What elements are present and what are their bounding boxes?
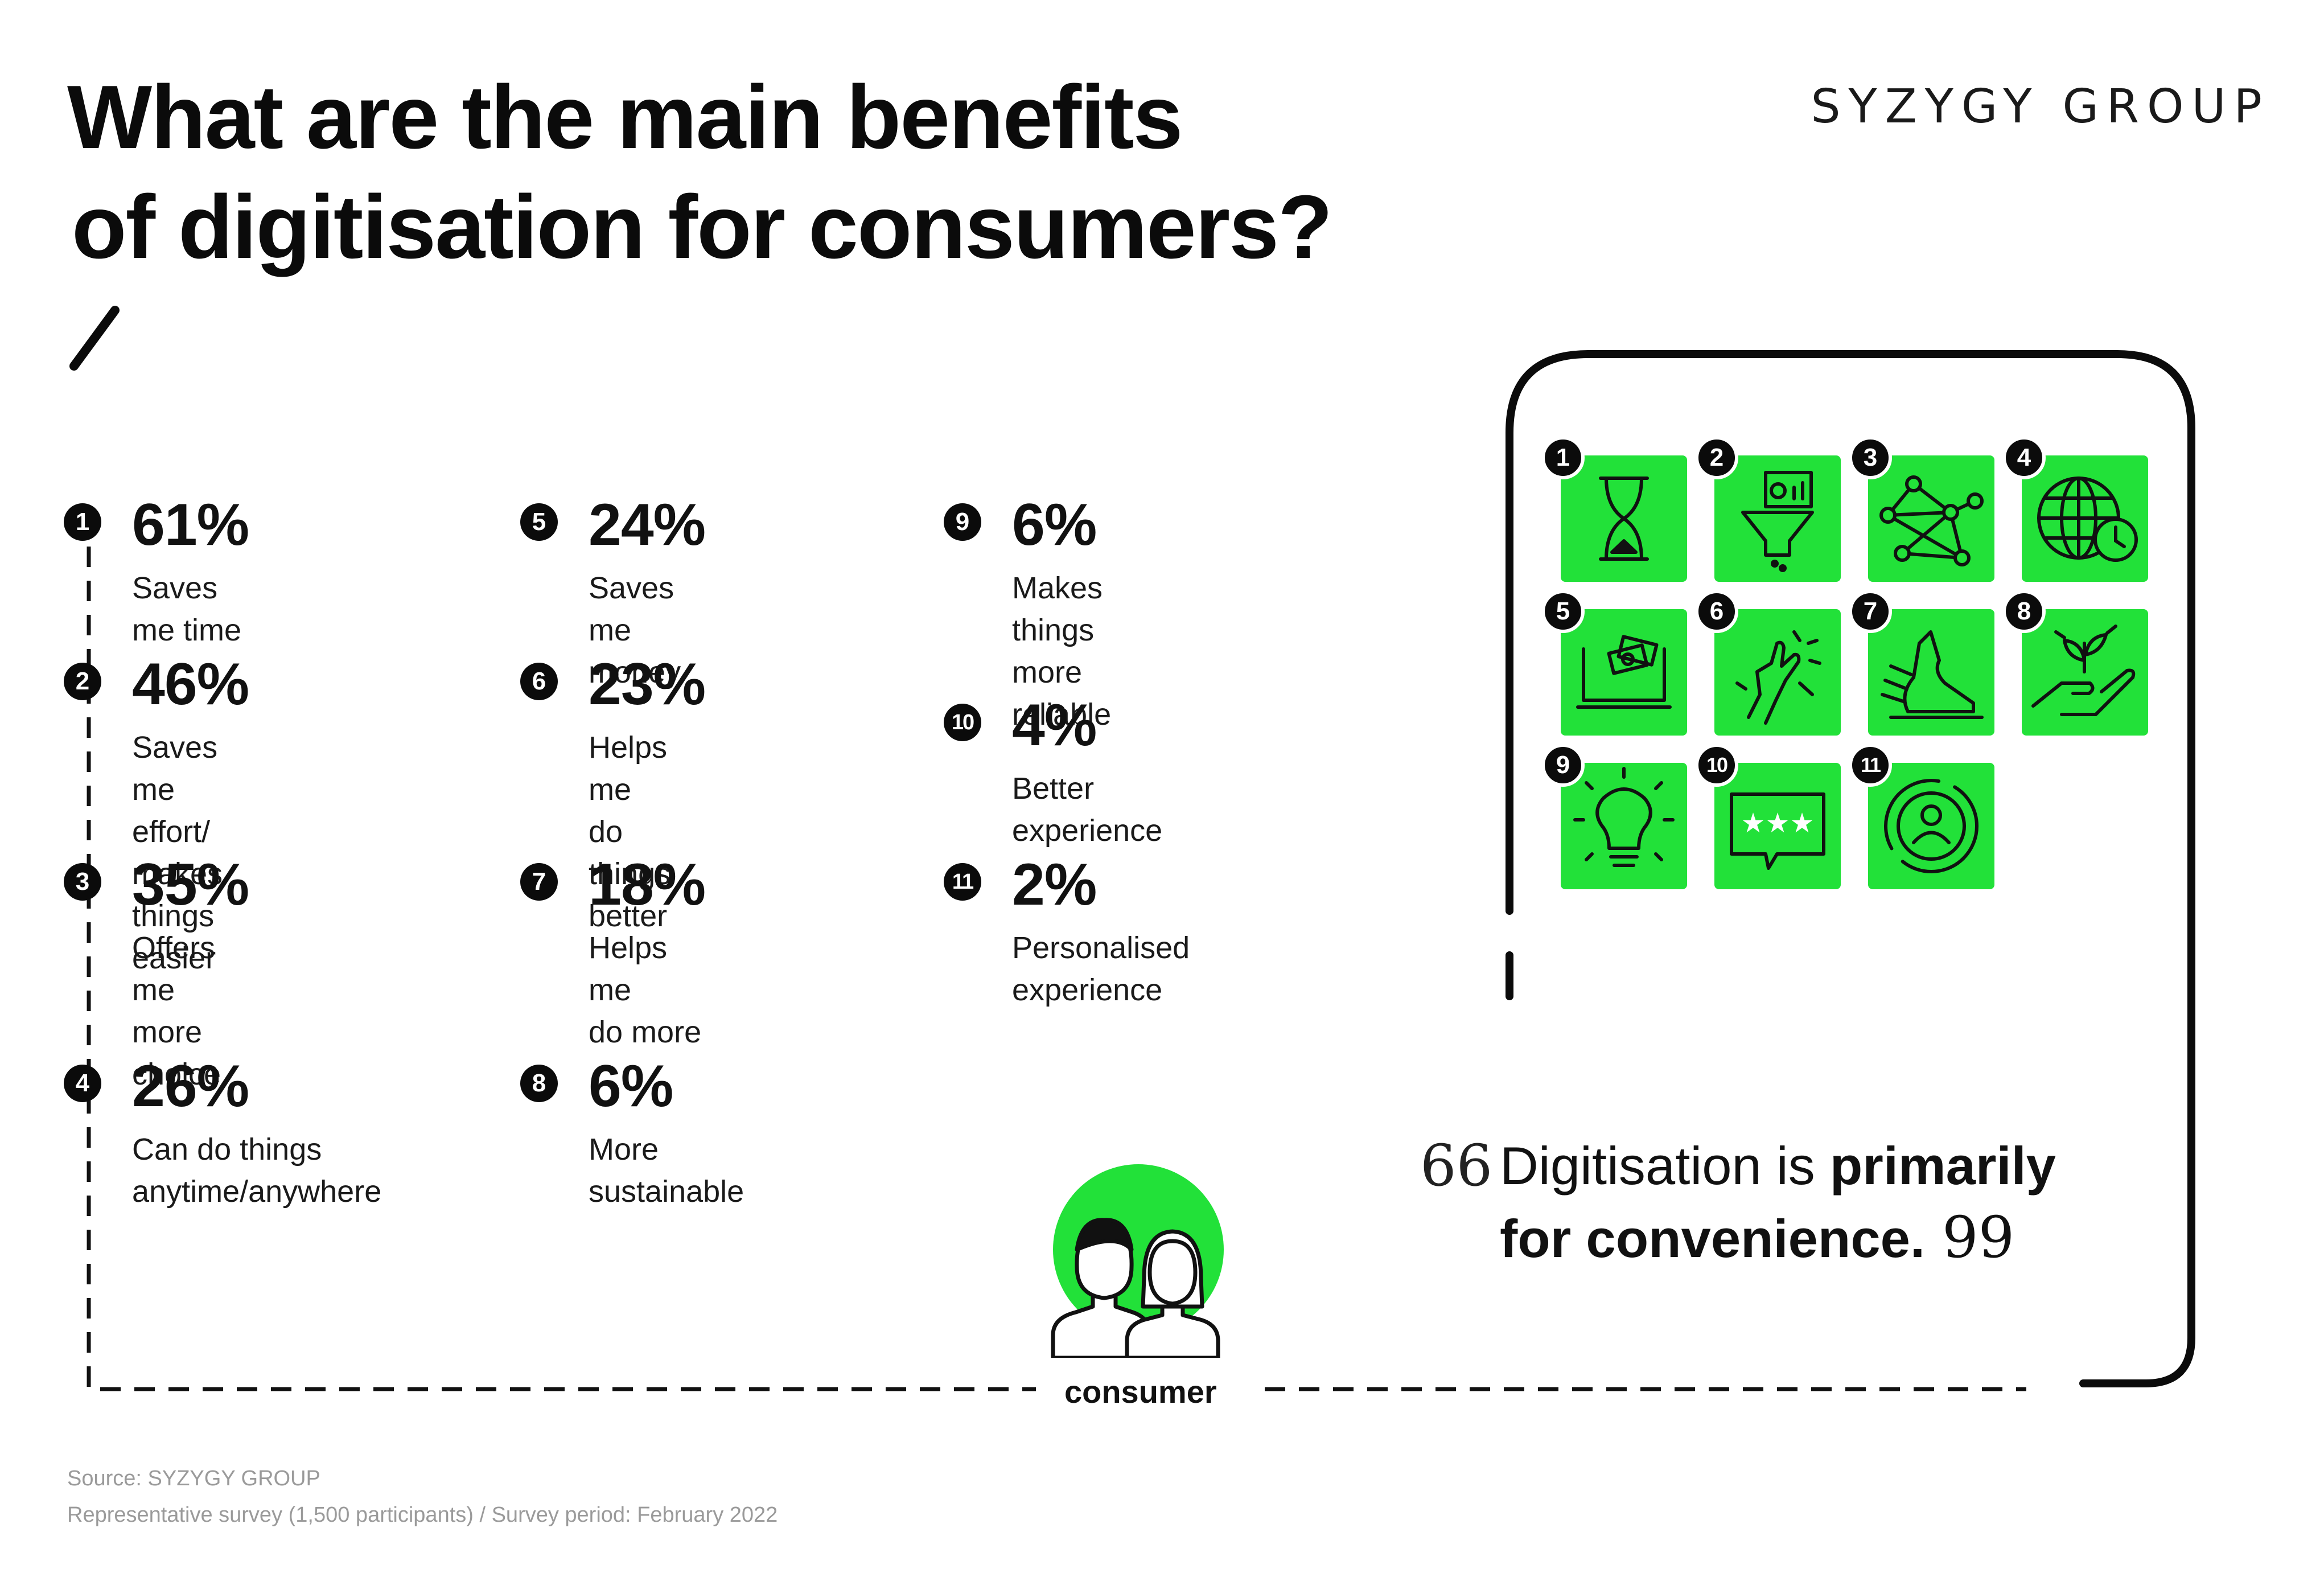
stat-item-6: 6 23% Helps me do things better <box>520 651 706 937</box>
title-line-1: What are the main benefits <box>67 67 1183 167</box>
stat-percent: 6% <box>589 1053 673 1119</box>
rank-badge: 7 <box>520 863 558 901</box>
stat-item-3: 3 35% Offers me more choice <box>64 852 249 1095</box>
stat-label: Saves me money <box>589 571 681 689</box>
tile-4: 4 <box>2002 436 2148 582</box>
stat-label: Helps me do more <box>589 931 702 1049</box>
quote-bold-2: for convenience. <box>1500 1209 1925 1268</box>
rank-badge: 2 <box>64 663 101 700</box>
stat-label: Makes things more reliable <box>1012 571 1112 732</box>
stat-percent: 35% <box>132 852 249 918</box>
stat-item-2: 2 46% Saves me effort/ makes things easi… <box>64 651 249 979</box>
tile-badge: 1 <box>1541 436 1585 479</box>
stat-item-10: 10 4% Better experience <box>944 692 1163 852</box>
stat-percent: 24% <box>589 492 706 558</box>
tile-badge: 8 <box>2002 590 2046 633</box>
globe-clock-icon <box>2037 477 2138 562</box>
stat-label: Saves me effort/ makes things easier <box>132 730 223 975</box>
quote-text: Digitisation is <box>1500 1136 1830 1196</box>
rank-badge: 8 <box>520 1065 558 1102</box>
rank-badge: 3 <box>64 863 101 901</box>
open-quote-mark: 66 <box>1420 1132 1493 1199</box>
tile-badge: 7 <box>1849 590 1892 633</box>
stat-label: Personalised experience <box>1012 931 1190 1007</box>
running-shoe-icon <box>1881 630 1984 719</box>
stat-label: Saves me time <box>132 571 242 647</box>
stat-percent: 4% <box>1012 692 1097 758</box>
stat-item-11: 11 2% Personalised experience <box>944 852 1190 1011</box>
close-quote-mark: 99 <box>1942 1204 2015 1271</box>
rank-badge: 5 <box>520 503 558 541</box>
quote-line-2: for convenience. 99 <box>1500 1202 2014 1275</box>
lightbulb-icon <box>1573 767 1675 867</box>
stat-percent: 2% <box>1012 852 1097 918</box>
quote-bold-1: primarily <box>1829 1136 2056 1196</box>
brand-logo: SYZYGY GROUP <box>1811 80 2270 134</box>
stat-percent: 26% <box>132 1053 249 1119</box>
tile-badge: 4 <box>2002 436 2046 479</box>
stat-item-7: 7 18% Helps me do more <box>520 852 706 1053</box>
tile-5: 5 <box>1541 590 1687 736</box>
rating-bubble-icon: ★★★ <box>1730 792 1825 870</box>
tile-2: 2 <box>1695 436 1841 582</box>
stat-item-4: 4 26% Can do things anytime/anywhere <box>64 1053 382 1213</box>
slash-icon <box>69 306 120 371</box>
hourglass-icon <box>1599 477 1649 561</box>
page-title: What are the main benefits of digitisati… <box>67 63 1333 282</box>
stat-item-5: 5 24% Saves me money <box>520 492 706 693</box>
rank-badge: 1 <box>64 503 101 541</box>
tile-9: 9 <box>1541 744 1687 889</box>
stat-label: Helps me do things better <box>589 730 671 933</box>
consumer-illustration <box>1051 1164 1224 1358</box>
tile-6: 6 <box>1695 590 1841 736</box>
stat-item-8: 8 6% More sustainable <box>520 1053 744 1213</box>
tile-badge: 9 <box>1541 744 1585 787</box>
male-hair <box>1075 1218 1134 1252</box>
stat-item-1: 1 61% Saves me time <box>64 492 249 651</box>
rank-badge: 6 <box>520 663 558 700</box>
network-nodes-icon <box>1879 475 1984 566</box>
tile-badge: 6 <box>1695 590 1738 633</box>
source-note: Source: SYZYGY GROUP Representative surv… <box>67 1460 778 1533</box>
rank-badge: 11 <box>944 863 981 901</box>
hand-sparkle-icon <box>1735 630 1821 725</box>
tile-badge: 11 <box>1849 744 1892 787</box>
stat-percent: 6% <box>1012 492 1097 558</box>
funnel-dashboard-icon <box>1741 471 1814 572</box>
stat-item-9: 9 6% Makes things more reliable <box>944 492 1112 736</box>
source-line-1: Source: SYZYGY GROUP <box>67 1467 320 1490</box>
tile-badge: 10 <box>1695 744 1738 787</box>
tile-3: 3 <box>1849 436 1994 582</box>
svg-text:★★★: ★★★ <box>1741 807 1814 839</box>
stat-label: Better experience <box>1012 771 1163 848</box>
tile-1: 1 <box>1541 436 1687 582</box>
quote-line-1: Digitisation is primarily <box>1500 1130 2056 1202</box>
tile-badge: 2 <box>1695 436 1738 479</box>
tile-8: 8 <box>2002 590 2148 736</box>
tile-badge: 5 <box>1541 590 1585 633</box>
rank-badge: 4 <box>64 1065 101 1102</box>
tile-7: 7 <box>1849 590 1994 736</box>
stat-percent: 46% <box>132 651 249 717</box>
stat-label: Offers me more choice <box>132 931 221 1091</box>
rank-badge: 9 <box>944 503 981 541</box>
stat-label: More sustainable <box>589 1132 744 1209</box>
female-head <box>1147 1239 1198 1306</box>
title-line-2: of digitisation for consumers? <box>72 176 1333 277</box>
stat-percent: 18% <box>589 852 706 918</box>
rank-badge: 10 <box>944 704 981 741</box>
tile-badge: 3 <box>1849 436 1892 479</box>
source-line-2: Representative survey (1,500 participant… <box>67 1503 778 1527</box>
tile-11: 11 <box>1849 744 1994 889</box>
tile-10: ★★★ 10 <box>1695 744 1841 889</box>
stat-percent: 61% <box>132 492 249 558</box>
stat-label: Can do things anytime/anywhere <box>132 1132 382 1209</box>
laptop-money-icon <box>1576 635 1672 709</box>
stat-percent: 23% <box>589 651 706 717</box>
hand-plant-icon <box>2031 625 2136 716</box>
consumer-label: consumer <box>1064 1374 1217 1410</box>
user-target-icon <box>1884 779 1979 873</box>
